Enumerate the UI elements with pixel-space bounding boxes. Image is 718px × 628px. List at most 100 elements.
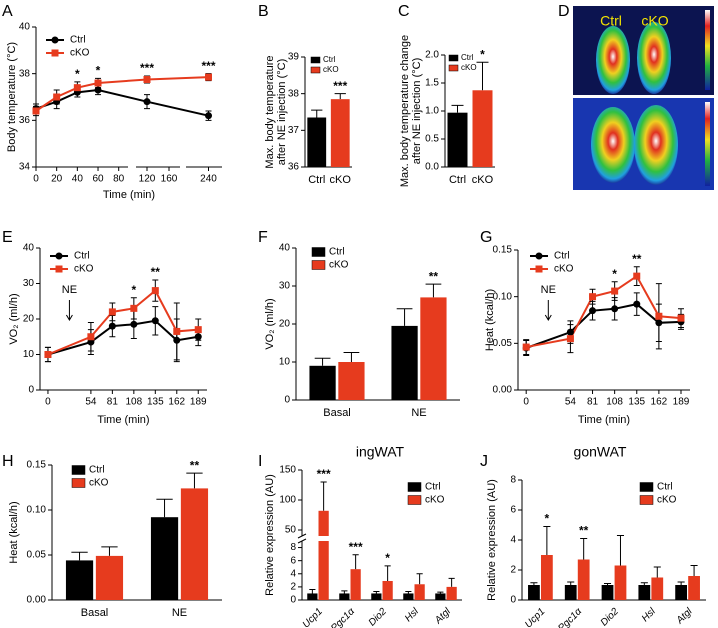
error-bar [416, 573, 423, 585]
x-tick-label: Basal [323, 407, 351, 419]
data-point [677, 314, 685, 322]
x-tick-label: NE [411, 407, 426, 419]
error-bar [448, 577, 455, 587]
legend-marker [535, 252, 543, 260]
error-bar [156, 498, 173, 518]
x-tick-label: 160 [161, 174, 178, 185]
panel-letter: E [2, 229, 13, 246]
significance: *** [317, 467, 331, 481]
bar [528, 585, 540, 600]
significance: ** [151, 265, 161, 279]
x-tick-label: Dio2 [599, 606, 622, 628]
x-tick-label: Pgc1α [556, 606, 584, 628]
error-bar [71, 551, 88, 561]
panel-letter: I [258, 453, 262, 470]
legend-swatch [71, 465, 86, 475]
legend-label: Ctrl [461, 53, 474, 62]
axis-break-mark [297, 533, 307, 544]
x-axis-label: Time (min) [103, 189, 155, 201]
bar [371, 593, 382, 600]
data-point [522, 343, 530, 351]
legend-marker [51, 36, 59, 44]
y-tick-label: 30 [23, 278, 35, 289]
data-point [87, 333, 95, 341]
error-bar [653, 566, 661, 578]
y-tick-label: 36 [19, 115, 31, 126]
axis-break [296, 536, 462, 541]
y-tick-label: 40 [279, 243, 291, 254]
x-tick-label: 108 [606, 397, 623, 408]
data-point [108, 322, 116, 330]
legend-swatch [448, 54, 459, 62]
error-bar [309, 589, 316, 594]
bar [318, 510, 329, 600]
annotation-arrow [544, 300, 552, 321]
legend-swatch [311, 260, 326, 270]
legend-label: Ctrl [329, 247, 345, 258]
y-tick-label: 0 [290, 595, 296, 606]
error-bar [101, 546, 118, 556]
bar [540, 555, 553, 600]
y-tick-label: 0.5 [425, 134, 439, 145]
legend-swatch [310, 56, 321, 64]
legend-marker [535, 265, 543, 273]
y-axis-label: Max. body temperature [264, 55, 276, 168]
significance: ** [190, 458, 200, 472]
x-tick-label: cKO [472, 174, 494, 186]
bar [472, 90, 493, 167]
significance: ** [632, 252, 642, 266]
y-axis-label: Body temperature (°C) [6, 42, 18, 152]
y-tick-label: 150 [279, 465, 296, 476]
error-bar [343, 352, 360, 362]
bar [309, 365, 336, 400]
series-line [47, 289, 199, 356]
significance: ** [579, 524, 589, 538]
error-bar [320, 481, 327, 511]
bar [638, 585, 651, 600]
data-point [73, 84, 81, 92]
legend-marker [55, 265, 63, 273]
legend-swatch [639, 495, 654, 505]
x-tick-label: 108 [125, 397, 142, 408]
legend-label: cKO [425, 495, 445, 506]
x-tick-label: 120 [139, 174, 156, 185]
error-bar [530, 582, 538, 585]
data-point [611, 305, 619, 313]
x-tick-label: 162 [168, 397, 185, 408]
x-tick-label: Ctrl [449, 174, 466, 186]
y-axis-label: after NE injection (°C) [276, 59, 288, 166]
x-tick-label: 81 [107, 397, 119, 408]
y-tick-label: 8 [290, 542, 296, 553]
error-bar [437, 591, 444, 594]
bar [447, 112, 468, 167]
x-tick-label: 189 [190, 397, 207, 408]
significance: * [75, 67, 80, 81]
y-tick-label: 100 [279, 495, 296, 506]
panel-title: gonWAT [574, 444, 627, 460]
significance: * [480, 47, 485, 61]
y-tick-label: 10 [279, 357, 291, 368]
y-tick-label: 0 [28, 385, 34, 396]
bar [577, 559, 590, 600]
y-tick-label: 36 [288, 162, 300, 173]
data-point [94, 86, 102, 94]
y-tick-label: 2.0 [425, 50, 439, 61]
legend-label: cKO [74, 264, 94, 275]
y-tick-label: 1.5 [425, 78, 439, 89]
y-tick-label: 40 [23, 243, 35, 254]
bar [446, 586, 457, 600]
y-tick-label: 0.05 [493, 338, 513, 349]
data-point [633, 272, 641, 280]
significance: * [132, 283, 137, 297]
error-bar [543, 526, 551, 555]
annotation-arrow [65, 300, 73, 321]
legend-label: cKO [657, 495, 677, 506]
legend-swatch [448, 64, 459, 72]
x-tick-label: Atgl [432, 606, 453, 627]
y-axis-label: after NE injection (°C) [411, 58, 423, 165]
significance: ** [429, 269, 439, 283]
y-tick-label: 37 [288, 125, 300, 136]
y-tick-label: 2 [510, 565, 516, 576]
x-tick-label: 20 [51, 174, 63, 185]
x-tick-label: 240 [200, 174, 217, 185]
